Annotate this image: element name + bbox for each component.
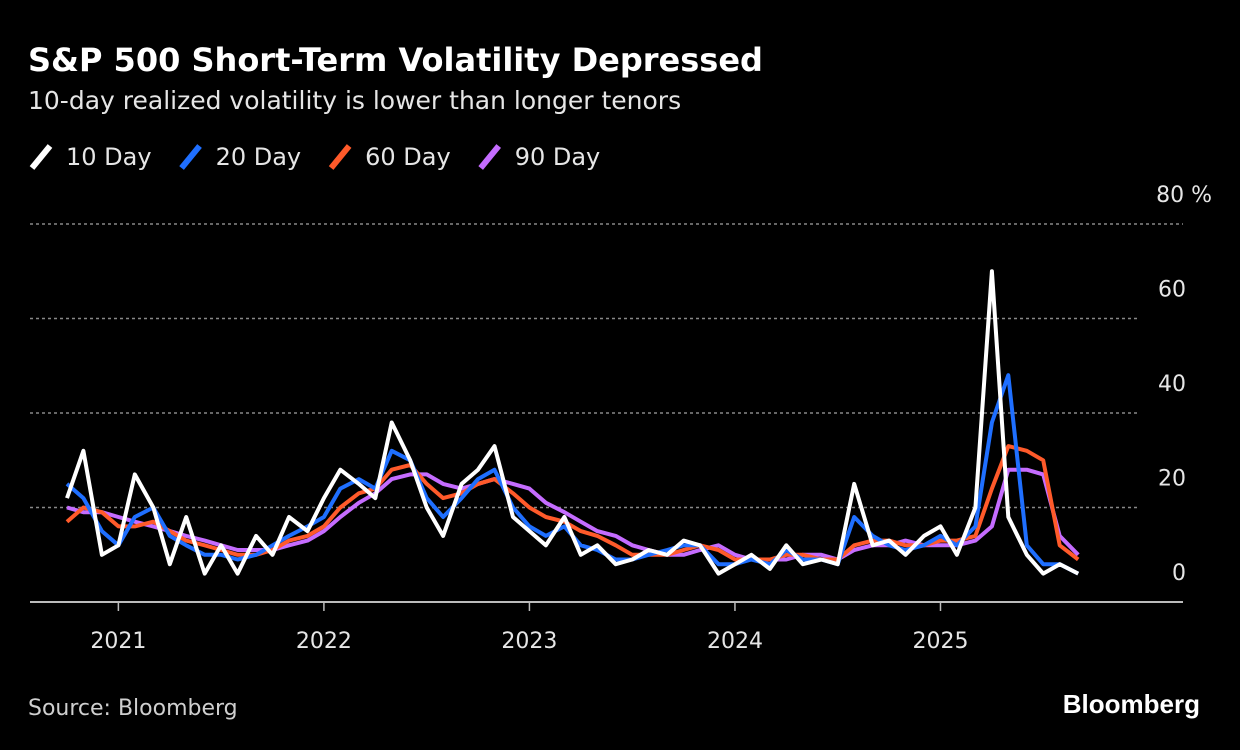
y-tick-label: 80 % [1156, 183, 1212, 208]
series-line [65, 269, 1080, 576]
x-tick-label: 2021 [90, 629, 146, 654]
chart-subtitle: 10-day realized volatility is lower than… [28, 86, 681, 115]
y-tick-label: 40 [1158, 372, 1186, 397]
legend-label: 60 Day [365, 143, 451, 171]
chart-title: S&P 500 Short-Term Volatility Depressed [28, 41, 763, 79]
legend-swatch [478, 144, 502, 170]
legend-label: 10 Day [66, 143, 152, 171]
series-line [65, 444, 1080, 562]
x-tick-label: 2025 [912, 629, 968, 654]
legend-label: 90 Day [515, 143, 601, 171]
series-line [66, 467, 1080, 562]
x-tick-label: 2024 [707, 629, 763, 654]
y-tick-label: 20 [1158, 467, 1186, 492]
y-tick-label: 0 [1172, 561, 1186, 586]
legend-label: 20 Day [216, 143, 302, 171]
source: Source: Bloomberg [28, 696, 238, 721]
legend-swatch [328, 144, 352, 170]
x-tick-label: 2023 [501, 629, 557, 654]
legend-swatch [29, 144, 53, 170]
legend-swatch [179, 144, 202, 170]
brand-logo: Bloomberg [1063, 689, 1200, 719]
y-tick-label: 60 [1158, 278, 1186, 303]
x-tick-label: 2022 [296, 629, 352, 654]
